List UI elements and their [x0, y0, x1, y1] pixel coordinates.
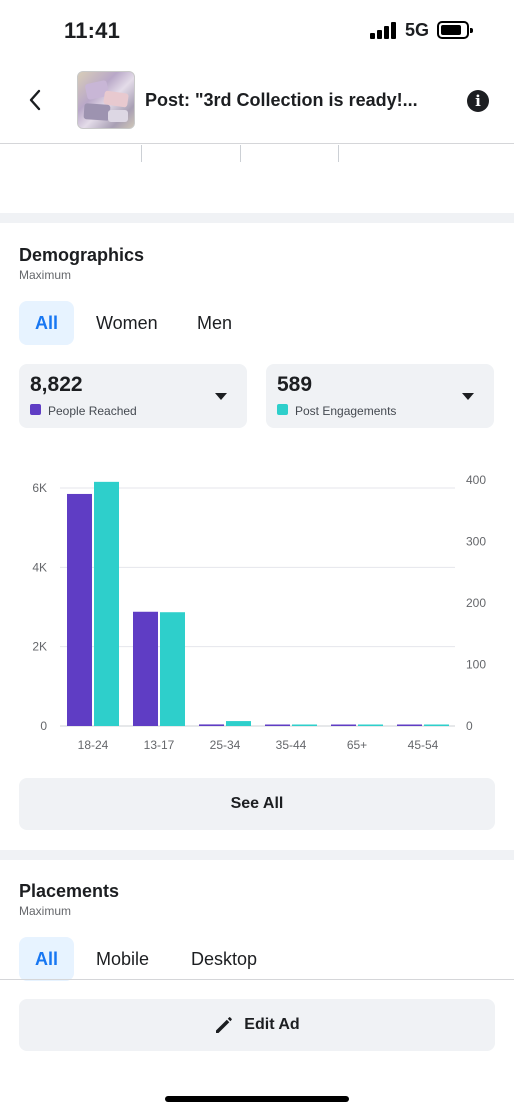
right-axis-tick-label: 200: [466, 596, 486, 610]
left-axis-tick-label: 6K: [32, 481, 47, 495]
left-axis-tick-label: 0: [40, 719, 47, 733]
placement-filter-all[interactable]: All: [19, 937, 75, 981]
right-axis-tick-label: 400: [466, 473, 486, 487]
bar-people-reached: [199, 724, 224, 726]
bar-people-reached: [397, 724, 422, 726]
bar-post-engagements: [94, 481, 119, 726]
header: Post: "3rd Collection is ready!... i: [0, 62, 514, 144]
metric-post-engagements[interactable]: 589 Post Engagements: [266, 364, 494, 428]
stats-row-dividers: [0, 145, 514, 163]
bar-post-engagements: [226, 721, 251, 726]
section-divider: [0, 850, 514, 860]
caret-down-icon: [462, 393, 474, 400]
x-axis-tick-label: 13-17: [144, 738, 175, 752]
right-axis-tick-label: 300: [466, 535, 486, 549]
filter-women[interactable]: Women: [96, 312, 158, 333]
placements-subtitle: Maximum: [19, 904, 72, 918]
metric-label: People Reached: [48, 404, 137, 418]
bar-people-reached: [331, 724, 356, 726]
post-title: Post: "3rd Collection is ready!...: [145, 90, 418, 110]
pencil-icon: [216, 1017, 233, 1033]
filter-men[interactable]: Men: [197, 312, 233, 333]
battery-icon: [437, 21, 473, 39]
x-axis-tick-label: 35-44: [276, 738, 307, 752]
bar-post-engagements: [358, 724, 383, 726]
home-indicator: [165, 1096, 349, 1102]
signal-icon: [370, 22, 398, 39]
network-type: 5G: [405, 20, 430, 40]
metric-label: Post Engagements: [295, 404, 397, 418]
x-axis-tick-label: 25-34: [210, 738, 241, 752]
edit-ad-label: Edit Ad: [244, 1016, 300, 1033]
see-all-button[interactable]: See All: [19, 778, 495, 830]
placements-title: Placements: [19, 881, 120, 901]
bar-post-engagements: [160, 612, 185, 726]
placement-filter-desktop[interactable]: Desktop: [191, 948, 258, 969]
back-button[interactable]: [22, 87, 48, 113]
edit-ad-button[interactable]: Edit Ad: [19, 999, 495, 1051]
caret-down-icon: [215, 393, 227, 400]
status-bar: 11:41 5G: [0, 0, 514, 62]
metric-value: 8,822: [30, 373, 83, 396]
metric-value: 589: [277, 373, 313, 396]
right-axis-tick-label: 100: [466, 658, 486, 672]
bar-people-reached: [67, 493, 92, 726]
metric-people-reached[interactable]: 8,822 People Reached: [19, 364, 247, 428]
footer-divider: [0, 979, 514, 980]
demographics-title: Demographics: [19, 245, 145, 265]
left-axis-tick-label: 4K: [32, 560, 47, 574]
legend-swatch: [30, 404, 41, 415]
chevron-left-icon: [29, 89, 41, 111]
post-thumbnail: [77, 71, 135, 129]
section-divider: [0, 213, 514, 223]
bar-people-reached: [133, 611, 158, 726]
bar-post-engagements: [424, 724, 449, 726]
bar-post-engagements: [292, 724, 317, 726]
x-axis-tick-label: 45-54: [408, 738, 439, 752]
right-axis-tick-label: 0: [466, 719, 473, 733]
clock: 11:41: [64, 18, 121, 43]
filter-all[interactable]: All: [19, 301, 75, 345]
info-icon[interactable]: i: [467, 90, 489, 112]
x-axis-tick-label: 18-24: [78, 738, 109, 752]
demographics-subtitle: Maximum: [19, 268, 72, 282]
legend-swatch: [277, 404, 288, 415]
demographics-bar-chart: 0 2K 4K 6K 0 100 200 300 400 18-24 13-17 25-34 35-44…: [32, 473, 486, 752]
placement-filter-mobile[interactable]: Mobile: [96, 948, 150, 969]
bar-people-reached: [265, 724, 290, 726]
left-axis-tick-label: 2K: [32, 640, 47, 654]
x-axis-tick-label: 65+: [347, 738, 367, 752]
